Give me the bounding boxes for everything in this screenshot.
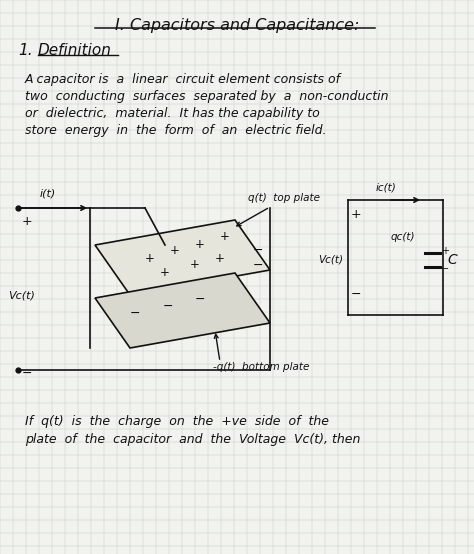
Text: −: − bbox=[22, 367, 33, 380]
Text: ic(t): ic(t) bbox=[375, 182, 396, 192]
Text: plate  of  the  capacitor  and  the  Voltage  Vc(t), then: plate of the capacitor and the Voltage V… bbox=[25, 433, 360, 446]
Text: +: + bbox=[351, 208, 362, 221]
Text: or  dielectric,  material.  It has the capability to: or dielectric, material. It has the capa… bbox=[25, 107, 320, 120]
Text: −: − bbox=[195, 293, 205, 305]
Polygon shape bbox=[95, 273, 270, 348]
Text: +: + bbox=[160, 265, 170, 279]
Polygon shape bbox=[95, 220, 270, 295]
Text: +: + bbox=[195, 238, 205, 250]
Text: Vc(t): Vc(t) bbox=[8, 290, 35, 300]
Text: Vc(t): Vc(t) bbox=[318, 255, 343, 265]
Text: i(t): i(t) bbox=[40, 188, 56, 198]
Text: −: − bbox=[351, 288, 362, 301]
Text: −: − bbox=[130, 306, 140, 320]
Text: A capacitor is  a  linear  circuit element consists of: A capacitor is a linear circuit element … bbox=[25, 73, 341, 86]
Text: +: + bbox=[170, 244, 180, 257]
Text: If  q(t)  is  the  charge  on  the  +ve  side  of  the: If q(t) is the charge on the +ve side of… bbox=[25, 415, 329, 428]
Text: −: − bbox=[253, 244, 263, 257]
Text: -q(t)  bottom plate: -q(t) bottom plate bbox=[213, 362, 310, 372]
Text: −: − bbox=[441, 264, 449, 274]
Text: 1.: 1. bbox=[18, 43, 33, 58]
Text: q(t)  top plate: q(t) top plate bbox=[248, 193, 320, 203]
Text: qc(t): qc(t) bbox=[391, 232, 415, 242]
Text: −: − bbox=[253, 259, 263, 271]
Text: +: + bbox=[441, 246, 449, 256]
Text: +: + bbox=[22, 215, 33, 228]
Text: store  energy  in  the  form  of  an  electric field.: store energy in the form of an electric … bbox=[25, 124, 327, 137]
Text: C: C bbox=[447, 253, 457, 267]
Text: +: + bbox=[190, 258, 200, 270]
Text: Definition: Definition bbox=[38, 43, 112, 58]
Text: +: + bbox=[220, 230, 230, 244]
Text: +: + bbox=[145, 252, 155, 264]
Text: +: + bbox=[215, 252, 225, 264]
Text: I. Capacitors and Capacitance:: I. Capacitors and Capacitance: bbox=[115, 18, 359, 33]
Text: two  conducting  surfaces  separated by  a  non-conductin: two conducting surfaces separated by a n… bbox=[25, 90, 389, 103]
Text: −: − bbox=[163, 300, 173, 312]
